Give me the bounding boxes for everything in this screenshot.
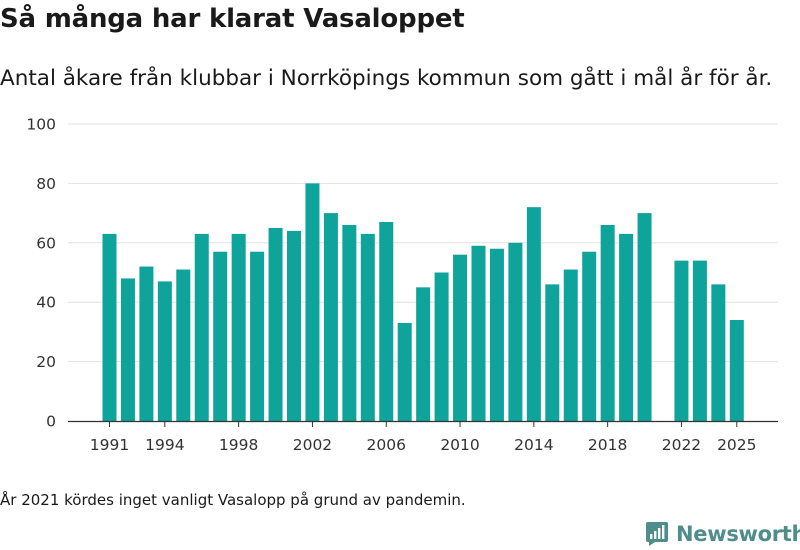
x-tick-label: 1991 [90, 436, 129, 454]
chart-subtitle: Antal åkare från klubbar i Norrköpings k… [0, 66, 773, 91]
bar-2004 [342, 224, 357, 421]
x-tick-label: 2018 [588, 436, 627, 454]
chart-title: Så många har klarat Vasaloppet [0, 4, 465, 34]
bar-1991 [102, 233, 117, 421]
bar-2012 [489, 248, 504, 421]
bar-2006 [379, 222, 394, 421]
bar-2008 [416, 287, 431, 421]
bar-2018 [600, 224, 615, 421]
bar-2007 [397, 322, 412, 421]
x-tick-label: 2006 [367, 436, 406, 454]
bar-2014 [526, 207, 541, 421]
bar-1996 [194, 233, 209, 421]
bar-2005 [360, 233, 375, 421]
brand-logo: Newsworthy [645, 519, 800, 549]
bar-2002 [305, 183, 320, 421]
bar-2013 [508, 242, 523, 421]
bar-2003 [323, 213, 338, 421]
bar-1999 [250, 251, 265, 421]
x-tick-label: 2022 [662, 436, 701, 454]
bar-1995 [176, 269, 191, 421]
x-tick-label: 2025 [717, 436, 756, 454]
x-tick-label: 2010 [440, 436, 479, 454]
bar-2022 [674, 260, 689, 421]
x-axis-ticks: 1991 1994 1998 2002 2006 2010 2014 2018 2022 2025 [68, 420, 778, 454]
bar-chart-icon [646, 522, 668, 546]
bars [102, 183, 744, 421]
y-tick-label: 60 [36, 234, 56, 252]
bar-1994 [157, 281, 172, 421]
bar-2020 [637, 213, 652, 421]
footnote: År 2021 kördes inget vanligt Vasalopp på… [0, 491, 466, 509]
x-tick-label: 1994 [145, 436, 184, 454]
bar-1997 [213, 251, 228, 421]
bar-1992 [120, 278, 135, 421]
bar-2010 [453, 254, 468, 421]
bar-2023 [692, 260, 707, 421]
x-tick-label: 2002 [293, 436, 332, 454]
bar-2017 [582, 251, 597, 421]
y-axis-ticks: 0 20 40 60 80 100 [26, 116, 56, 431]
bar-1993 [139, 266, 154, 421]
bar-2000 [268, 227, 283, 421]
bar-2025 [729, 320, 744, 421]
bar-2001 [287, 230, 301, 421]
x-tick-label: 2014 [514, 436, 553, 454]
y-tick-label: 80 [36, 175, 56, 193]
brand-name: Newsworthy [676, 522, 800, 546]
y-tick-label: 40 [36, 294, 56, 312]
bar-2011 [471, 245, 486, 421]
bar-2015 [545, 284, 560, 421]
y-tick-label: 20 [36, 353, 56, 371]
bar-2009 [434, 272, 449, 421]
x-tick-label: 1998 [219, 436, 258, 454]
bar-2016 [563, 269, 578, 421]
bar-1998 [231, 233, 246, 421]
y-tick-label: 0 [46, 413, 56, 431]
bar-2019 [619, 233, 634, 421]
bar-2024 [711, 284, 726, 421]
y-tick-label: 100 [26, 116, 56, 134]
